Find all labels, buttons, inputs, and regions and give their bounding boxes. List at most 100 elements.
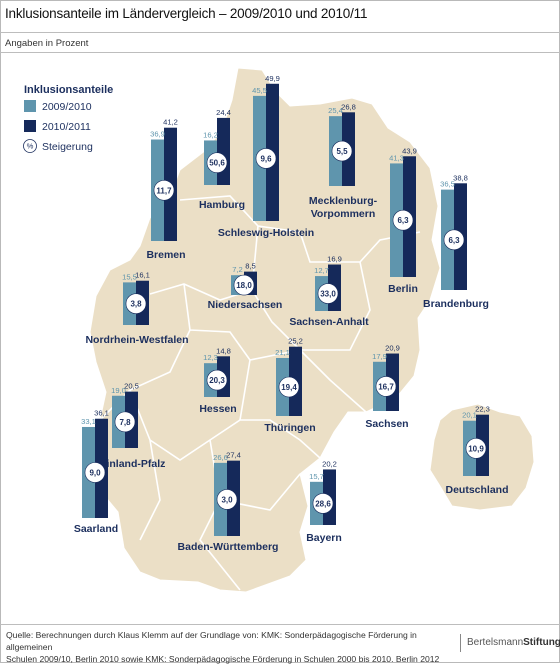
value-label-2009: 26,6 — [213, 453, 228, 462]
state-label: Schleswig-Holstein — [218, 227, 314, 239]
increase-label: 28,6 — [315, 499, 331, 508]
increase-circle — [375, 376, 397, 397]
increase-circle — [312, 493, 334, 514]
value-label-2009: 33,1 — [81, 417, 96, 426]
bar-group-niedersachsen: 7,2 8,5 18,0 Niedersachsen — [208, 262, 283, 311]
increase-circle — [206, 152, 228, 174]
value-label-2010: 16,9 — [327, 255, 342, 264]
bar-group-bremen: 36,9 41,2 11,7 Bremen — [146, 118, 185, 261]
state-label: Bayern — [306, 532, 342, 544]
state-label: Bremen — [146, 249, 185, 261]
bar-group-hessen: 12,314,8 20,3 Hessen — [199, 346, 236, 415]
increase-label: 20,3 — [209, 376, 225, 385]
state-label: Thüringen — [264, 422, 315, 434]
source-line: Schulen 2009/10, Berlin 2010 sowie KMK: … — [6, 654, 440, 664]
value-label-2010: 24,4 — [216, 108, 231, 117]
value-label-2010: 22,3 — [475, 405, 490, 414]
legend-title: Inklusionsanteile — [24, 84, 113, 96]
bar-groups: 45,5 49,9 9,6 Schleswig-Holstein 16,2 24,4 50,… — [74, 74, 509, 553]
bar-group-baden-württemberg: 26,627,4 3,0 Baden-Württemberg — [178, 451, 279, 553]
increase-circle — [216, 489, 238, 510]
state-label: Berlin — [388, 283, 418, 295]
bar-2010 — [217, 117, 230, 185]
increase-circle — [317, 283, 339, 304]
value-label-2009: 15,5 — [122, 272, 137, 281]
value-label-2009: 41,3 — [389, 153, 404, 162]
bar-group-sachsen-anhalt: 12,7 16,9 33,0 Sachsen-Anhalt — [289, 255, 369, 328]
value-label-2010: 20,9 — [385, 344, 400, 353]
value-label-2010: 26,8 — [341, 102, 356, 111]
value-label-2009: 25,4 — [328, 106, 343, 115]
divider — [0, 52, 560, 53]
increase-label: 10,9 — [468, 444, 484, 453]
state-label: Sachsen — [365, 418, 408, 430]
increase-circle — [443, 229, 465, 251]
increase-label: 3,8 — [130, 300, 142, 309]
state-label: Hessen — [199, 403, 236, 415]
value-label-2010: 36,1 — [94, 409, 109, 418]
state-label: Vorpommern — [311, 208, 376, 220]
brand-logo: BertelsmannStiftung — [460, 634, 560, 652]
state-label: Baden-Württemberg — [178, 541, 279, 553]
state-label: Mecklenburg- — [309, 195, 378, 207]
state-label: Niedersachsen — [208, 299, 283, 311]
value-label-2009: 21,1 — [275, 348, 290, 357]
value-label-2009: 36,5 — [440, 180, 455, 189]
value-label-2009: 12,3 — [203, 353, 218, 362]
value-label-2010: 16,1 — [135, 271, 150, 280]
value-label-2010: 25,2 — [288, 337, 303, 346]
bar-group-thüringen: 21,1 25,2 19,4 Thüringen — [264, 337, 315, 434]
state-label: Saarland — [74, 523, 118, 535]
legend: Inklusionsanteile 2009/2010 2010/2011 % … — [23, 84, 113, 153]
increase-label: 18,0 — [236, 281, 252, 290]
bar-group-schleswig-holstein: 45,5 49,9 9,6 Schleswig-Holstein — [218, 74, 314, 239]
value-label-2010: 20,2 — [322, 459, 337, 468]
increase-circle — [392, 209, 414, 231]
state-label: Brandenburg — [423, 298, 489, 310]
increase-label: 9,6 — [260, 154, 272, 163]
legend-label-2010: 2010/2011 — [42, 121, 91, 133]
legend-circle-label: Steigerung — [42, 141, 93, 153]
divider — [0, 32, 560, 33]
bar-group-berlin: 41,343,9 6,3 Berlin — [388, 146, 418, 295]
increase-circle — [331, 140, 353, 162]
legend-circle-symbol: % — [27, 142, 34, 151]
increase-label: 19,4 — [281, 383, 297, 392]
increase-label: 5,5 — [336, 147, 348, 156]
value-label-2009: 45,5 — [252, 86, 267, 95]
value-label-2010: 38,8 — [453, 173, 468, 182]
bar-group-nordrhein-westfalen: 15,516,1 3,8 Nordrhein-Westfalen — [85, 271, 188, 346]
increase-label: 3,0 — [221, 495, 233, 504]
value-label-2009: 19,0 — [111, 386, 126, 395]
legend-swatch-2009 — [24, 100, 36, 112]
value-label-2010: 49,9 — [265, 74, 280, 83]
value-label-2010: 27,4 — [226, 451, 241, 460]
increase-label: 16,7 — [378, 382, 394, 391]
value-label-2010: 41,2 — [163, 118, 178, 127]
bar-group-mecklenburg-vorpommern: 25,426,8 5,5 Mecklenburg-Vorpommern — [309, 102, 378, 220]
value-label-2009: 16,2 — [203, 130, 218, 139]
source-note: Quelle: Berechnungen durch Klaus Klemm a… — [6, 629, 456, 665]
bar-group-hamburg: 16,2 24,4 50,6 Hamburg — [199, 108, 245, 211]
legend-circle-icon — [23, 139, 37, 153]
bar-group-brandenburg: 36,538,8 6,3 Brandenburg — [423, 173, 489, 310]
increase-circle — [233, 274, 255, 296]
value-label-2009: 12,7 — [314, 266, 329, 275]
bar-group-bayern: 15,7 20,2 28,6 Bayern — [306, 459, 342, 544]
increase-label: 33,0 — [320, 290, 336, 299]
value-label-2010: 43,9 — [402, 146, 417, 155]
value-label-2010: 8,5 — [245, 262, 256, 271]
increase-label: 50,6 — [209, 159, 225, 168]
state-label: Deutschland — [445, 484, 508, 496]
increase-label: 6,3 — [448, 236, 460, 245]
increase-label: 7,8 — [119, 418, 131, 427]
increase-label: 9,0 — [89, 468, 101, 477]
map-state-borders — [99, 195, 421, 591]
source-line: Quelle: Berechnungen durch Klaus Klemm a… — [6, 630, 417, 652]
divider — [0, 624, 560, 625]
brand-right: Stiftung — [523, 637, 560, 648]
state-label: Hamburg — [199, 199, 245, 211]
chart-title: Inklusionsanteile im Ländervergleich – 2… — [5, 6, 368, 21]
increase-circle — [84, 462, 106, 483]
increase-circle — [465, 438, 487, 459]
